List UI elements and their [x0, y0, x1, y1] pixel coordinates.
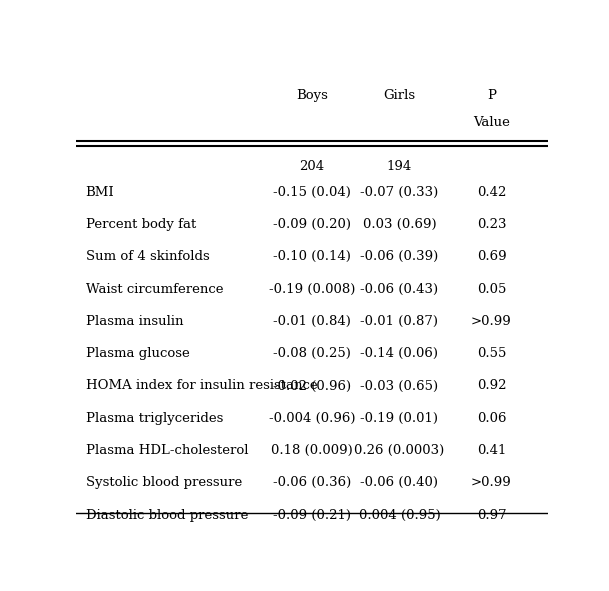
Text: 0.97: 0.97	[477, 509, 506, 522]
Text: -0.01 (0.87): -0.01 (0.87)	[361, 315, 438, 328]
Text: Value: Value	[473, 116, 510, 129]
Text: >0.99: >0.99	[471, 315, 512, 328]
Text: 0.004 (0.95): 0.004 (0.95)	[359, 509, 440, 522]
Text: P: P	[487, 89, 496, 102]
Text: -0.15 (0.04): -0.15 (0.04)	[273, 186, 351, 199]
Text: 0.03 (0.69): 0.03 (0.69)	[362, 218, 436, 231]
Text: Plasma triglycerides: Plasma triglycerides	[85, 412, 223, 425]
Text: -0.08 (0.25): -0.08 (0.25)	[273, 347, 351, 360]
Text: -0.06 (0.39): -0.06 (0.39)	[361, 250, 438, 263]
Text: Boys: Boys	[296, 89, 328, 102]
Text: -0.09 (0.20): -0.09 (0.20)	[273, 218, 351, 231]
Text: 0.41: 0.41	[477, 444, 506, 457]
Text: 0.26 (0.0003): 0.26 (0.0003)	[354, 444, 445, 457]
Text: 0.55: 0.55	[477, 347, 506, 360]
Text: Sum of 4 skinfolds: Sum of 4 skinfolds	[85, 250, 209, 263]
Text: -0.19 (0.008): -0.19 (0.008)	[269, 282, 355, 296]
Text: -0.06 (0.40): -0.06 (0.40)	[361, 476, 438, 489]
Text: Waist circumference: Waist circumference	[85, 282, 223, 296]
Text: Systolic blood pressure: Systolic blood pressure	[85, 476, 242, 489]
Text: Plasma HDL-cholesterol: Plasma HDL-cholesterol	[85, 444, 248, 457]
Text: -0.10 (0.14): -0.10 (0.14)	[273, 250, 351, 263]
Text: -0.09 (0.21): -0.09 (0.21)	[273, 509, 351, 522]
Text: 204: 204	[300, 160, 325, 173]
Text: -0.06 (0.43): -0.06 (0.43)	[361, 282, 438, 296]
Text: 0.92: 0.92	[477, 379, 506, 392]
Text: Plasma glucose: Plasma glucose	[85, 347, 189, 360]
Text: -0.03 (0.65): -0.03 (0.65)	[361, 379, 438, 392]
Text: Percent body fat: Percent body fat	[85, 218, 196, 231]
Text: -0.01 (0.84): -0.01 (0.84)	[273, 315, 351, 328]
Text: -0.14 (0.06): -0.14 (0.06)	[361, 347, 438, 360]
Text: 0.42: 0.42	[477, 186, 506, 199]
Text: 0.05: 0.05	[477, 282, 506, 296]
Text: -0.06 (0.36): -0.06 (0.36)	[273, 476, 351, 489]
Text: 0.23: 0.23	[477, 218, 506, 231]
Text: Diastolic blood pressure: Diastolic blood pressure	[85, 509, 248, 522]
Text: -0.004 (0.96): -0.004 (0.96)	[269, 412, 356, 425]
Text: -0.19 (0.01): -0.19 (0.01)	[361, 412, 438, 425]
Text: HOMA index for insulin resistance: HOMA index for insulin resistance	[85, 379, 317, 392]
Text: 0.06: 0.06	[477, 412, 506, 425]
Text: 194: 194	[387, 160, 412, 173]
Text: Plasma insulin: Plasma insulin	[85, 315, 183, 328]
Text: -0.07 (0.33): -0.07 (0.33)	[361, 186, 438, 199]
Text: 0.18 (0.009): 0.18 (0.009)	[271, 444, 353, 457]
Text: Girls: Girls	[383, 89, 415, 102]
Text: >0.99: >0.99	[471, 476, 512, 489]
Text: -0.02 (0.96): -0.02 (0.96)	[273, 379, 351, 392]
Text: 0.69: 0.69	[477, 250, 506, 263]
Text: BMI: BMI	[85, 186, 114, 199]
